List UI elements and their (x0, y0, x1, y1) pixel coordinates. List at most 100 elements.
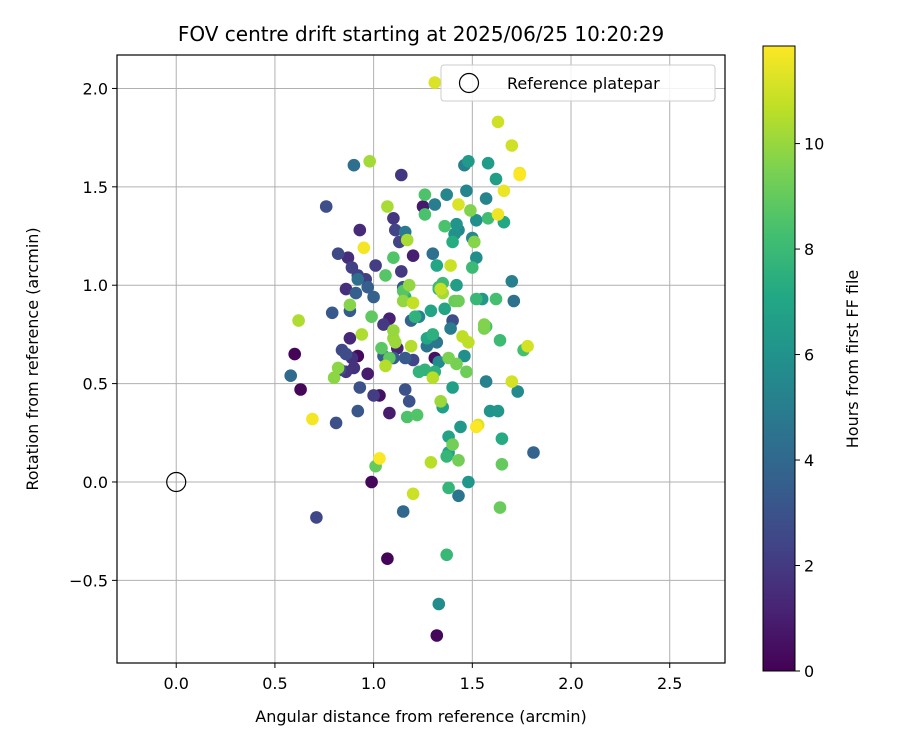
data-point (347, 158, 361, 172)
data-point (491, 115, 505, 129)
data-point (367, 389, 380, 402)
data-point (412, 365, 426, 379)
data-point (432, 355, 446, 369)
x-tick-label-5: 2.5 (657, 674, 682, 693)
x-tick-label-4: 2.0 (558, 674, 583, 693)
data-point (460, 184, 473, 198)
data-point (468, 235, 481, 249)
y-axis-ticks: −0.5 0.0 0.5 1.0 1.5 2.0 (69, 79, 117, 590)
data-point (406, 487, 420, 501)
data-point (379, 269, 392, 282)
data-point (351, 273, 365, 286)
data-point (507, 294, 521, 308)
data-point (369, 259, 382, 272)
data-point (426, 247, 440, 260)
data-point (341, 251, 355, 264)
data-point (389, 223, 402, 237)
data-point (440, 450, 454, 463)
data-point (497, 184, 511, 198)
data-point (454, 420, 467, 434)
data-point (387, 251, 400, 264)
data-point (493, 334, 507, 347)
data-point (505, 275, 519, 288)
data-point (466, 261, 479, 274)
data-point (396, 505, 410, 518)
data-point (489, 292, 503, 306)
data-point (379, 359, 392, 373)
data-point (442, 481, 455, 495)
data-point (402, 395, 416, 408)
x-tick-label-2: 1.0 (361, 674, 386, 693)
data-point (306, 412, 319, 426)
x-tick-label-0: 0.0 (163, 674, 188, 693)
reference-platepar-marker (166, 471, 187, 493)
plot-frame (116, 54, 726, 664)
data-point (395, 265, 408, 278)
y-tick-label-0: −0.5 (69, 571, 108, 590)
colorbar-tick-label-5: 10 (804, 135, 824, 154)
colorbar-tick-label-2: 4 (804, 451, 814, 470)
data-point (511, 385, 524, 398)
data-point (292, 314, 305, 327)
data-point (495, 458, 509, 471)
data-point (408, 310, 422, 324)
colorbar-tick-label-0: 0 (804, 662, 814, 681)
data-point (452, 294, 465, 308)
legend-label-reference: Reference platepar (507, 74, 660, 93)
reference-layer (166, 471, 187, 493)
data-point (444, 322, 457, 335)
data-point (434, 282, 448, 296)
data-point (481, 212, 495, 225)
data-point (377, 318, 390, 331)
data-point (339, 282, 353, 296)
x-axis-ticks: 0.0 0.5 1.0 1.5 2.0 2.5 (163, 663, 682, 693)
colorbar-ticks: 0 2 4 6 8 10 (795, 135, 824, 681)
data-point (418, 188, 432, 201)
data-point (462, 336, 475, 349)
data-point (481, 156, 495, 170)
data-point (353, 223, 367, 237)
data-point (396, 294, 410, 308)
data-point (446, 235, 459, 249)
grid-lines (117, 55, 725, 663)
colorbar-label: Hours from first FF file (843, 270, 862, 449)
data-point (479, 375, 493, 388)
data-point (434, 395, 448, 408)
data-point (288, 347, 302, 361)
data-point (479, 192, 493, 205)
colorbar-tick-label-4: 8 (804, 240, 814, 259)
data-point (418, 208, 432, 221)
data-point (446, 381, 459, 394)
data-point (527, 446, 540, 459)
data-point (404, 339, 418, 353)
data-point (357, 241, 371, 255)
data-point (400, 233, 414, 247)
data-point (491, 404, 505, 418)
data-point (442, 351, 455, 365)
x-tick-label-1: 0.5 (262, 674, 287, 693)
data-point (406, 249, 420, 262)
data-point (470, 292, 483, 306)
data-point (406, 296, 420, 310)
data-point (389, 336, 402, 349)
data-point (383, 406, 396, 420)
data-point (373, 452, 386, 465)
data-point (381, 200, 394, 213)
y-tick-label-4: 1.5 (83, 178, 108, 197)
data-point (361, 280, 375, 294)
data-point (428, 198, 442, 211)
data-point (310, 511, 323, 524)
data-point (452, 489, 465, 503)
data-point (489, 172, 503, 186)
data-point (339, 347, 353, 361)
y-tick-label-5: 2.0 (83, 79, 108, 98)
y-axis-label: Rotation from reference (arcmin) (23, 227, 42, 490)
data-point (477, 318, 491, 331)
data-point (331, 361, 345, 375)
data-point (424, 456, 438, 469)
data-point (495, 432, 509, 446)
x-tick-label-3: 1.5 (460, 674, 485, 693)
data-point (458, 349, 471, 363)
data-point (398, 383, 412, 396)
legend-box (440, 64, 716, 102)
